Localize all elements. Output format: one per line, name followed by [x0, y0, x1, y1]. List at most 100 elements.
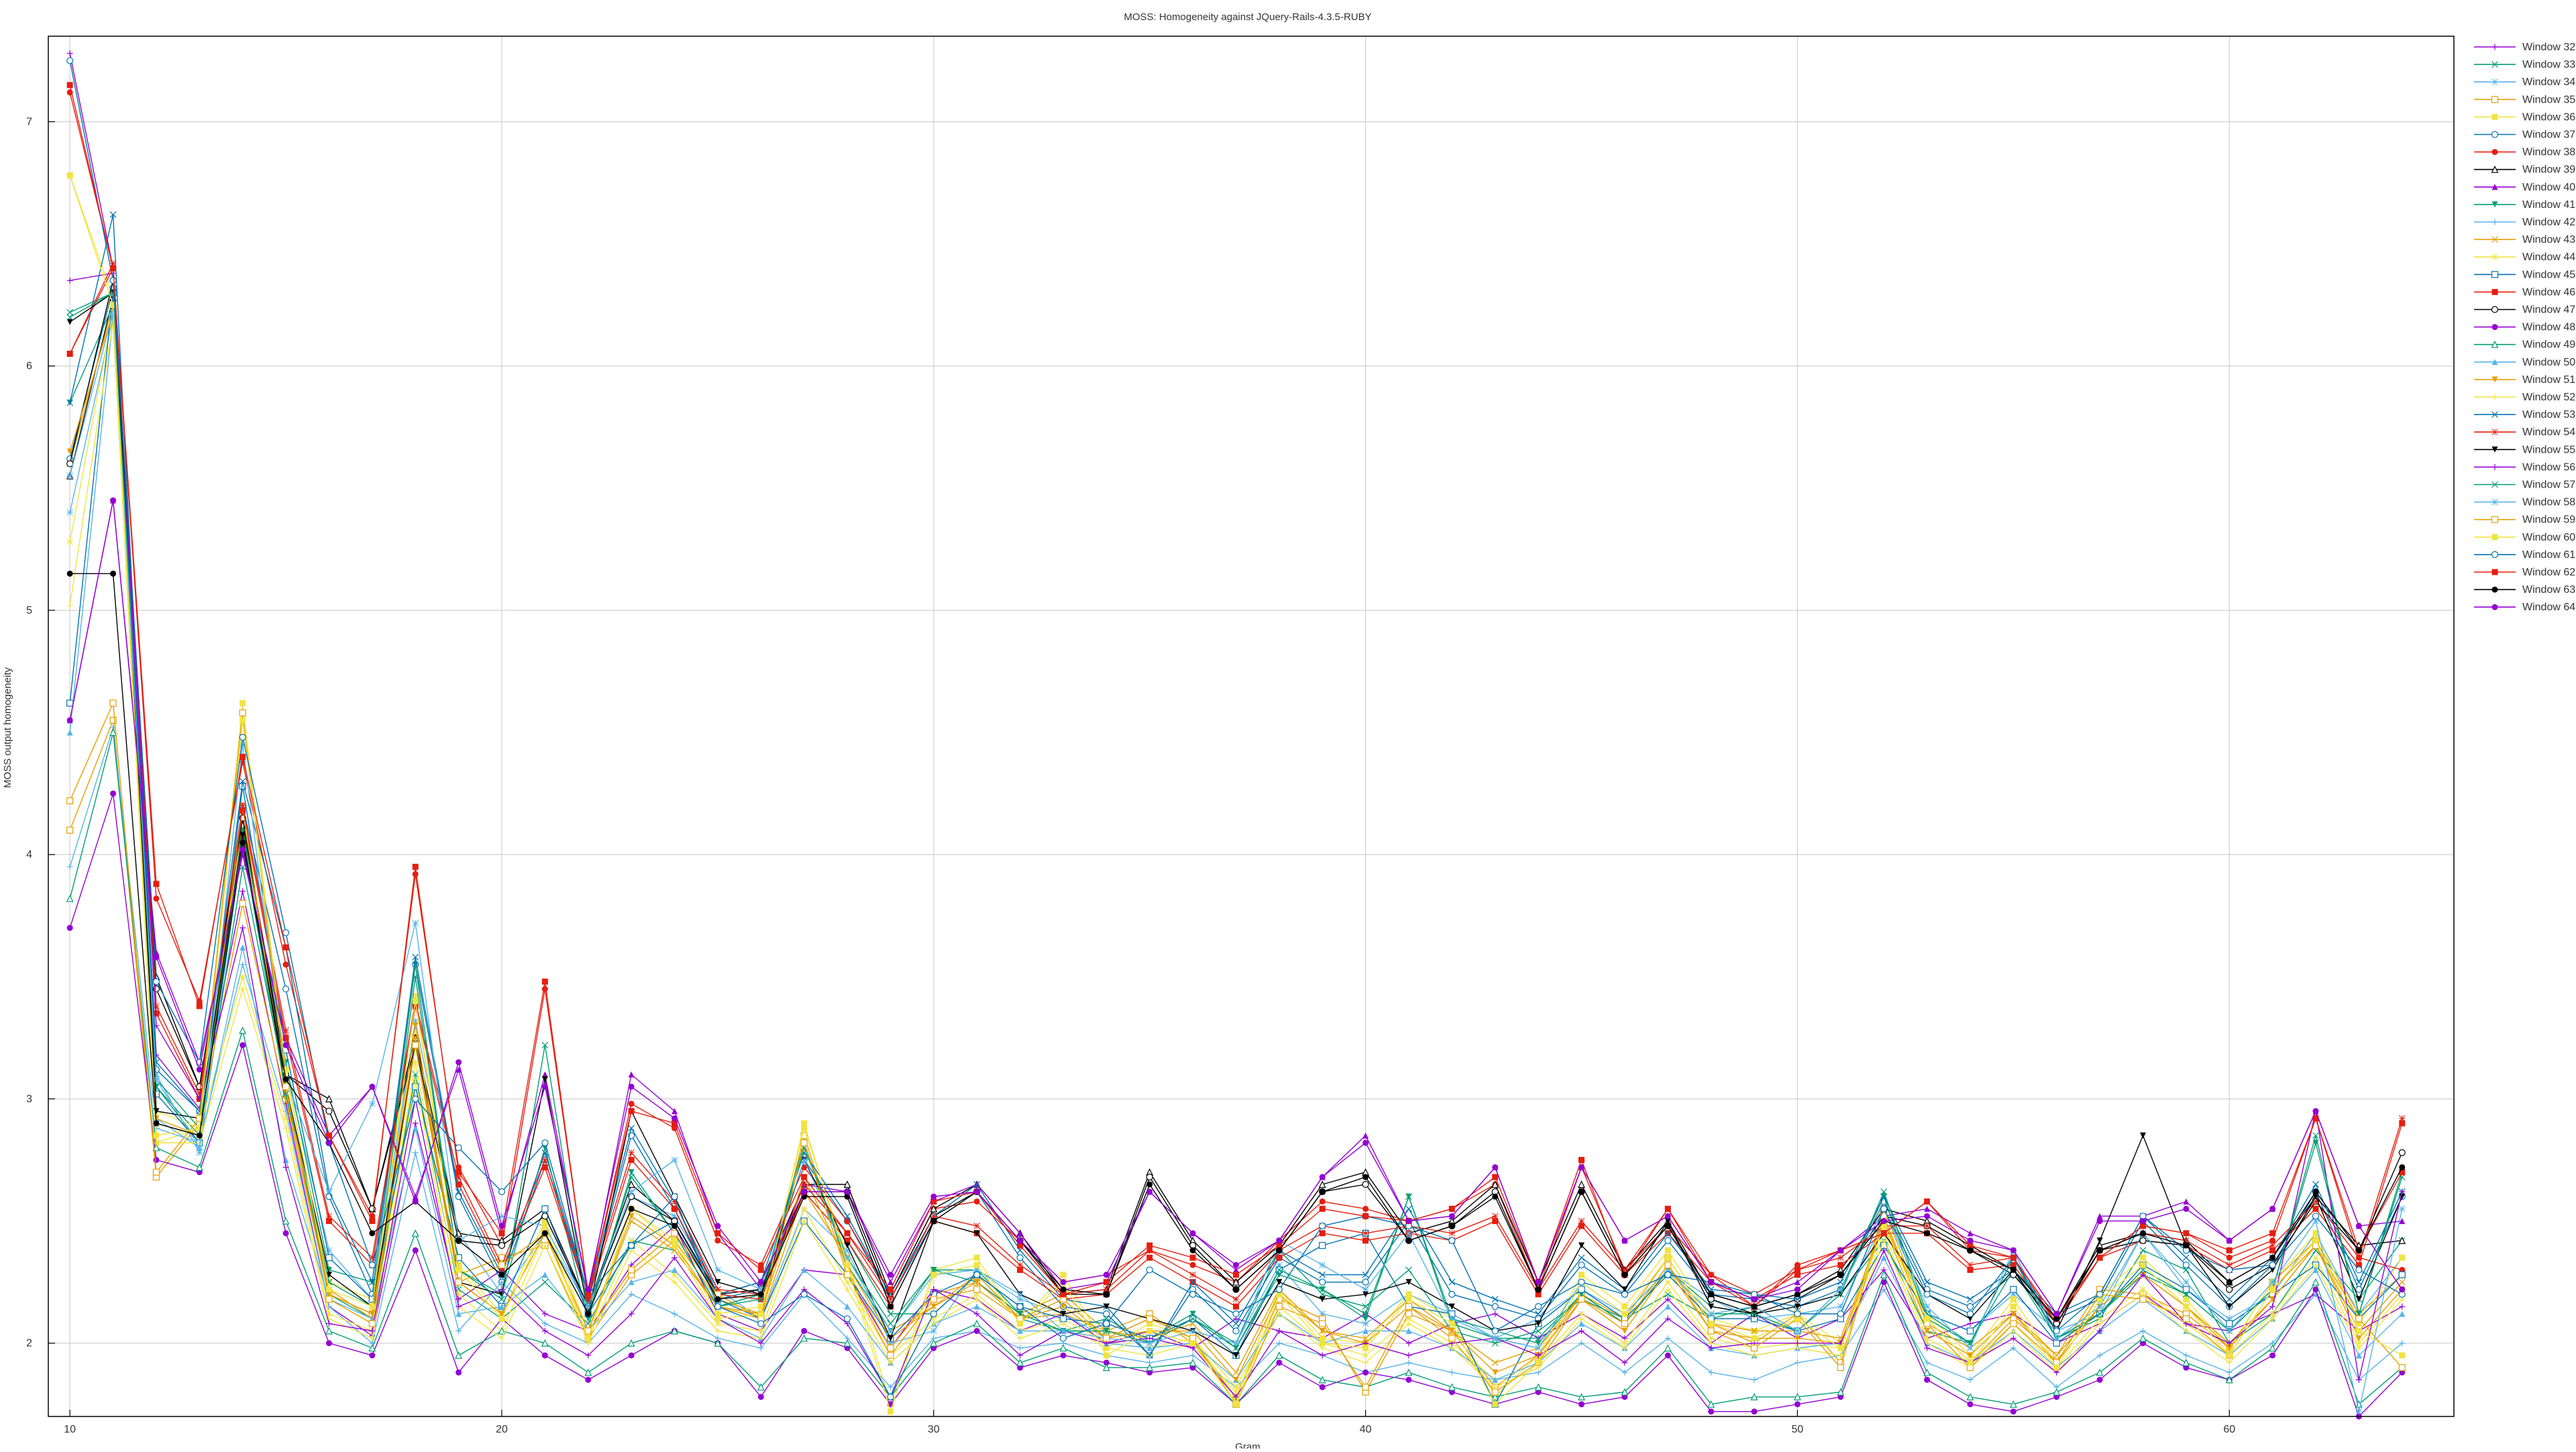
data-point: [1491, 1335, 1499, 1342]
data-point: [2226, 1315, 2233, 1323]
data-point: [2226, 1262, 2233, 1269]
data-point: [498, 1188, 506, 1195]
series-window-38: [66, 89, 2406, 1327]
data-point: [1319, 1198, 1326, 1205]
data-point: [455, 1181, 462, 1188]
data-point: [153, 954, 160, 960]
data-point: [930, 1218, 937, 1225]
data-point: [498, 1310, 505, 1317]
data-point: [455, 1144, 462, 1152]
series-line: [69, 292, 2403, 1405]
data-point: [2312, 1278, 2320, 1286]
data-point: [1060, 1303, 1067, 1310]
data-point: [2182, 1290, 2190, 1298]
data-point: [801, 1174, 808, 1180]
data-point: [973, 1303, 980, 1310]
data-point: [1448, 1335, 1456, 1342]
data-point: [844, 1218, 851, 1225]
legend-label: Window 50: [2522, 357, 2575, 368]
data-point: [1535, 1321, 1542, 1327]
data-point: [66, 313, 74, 321]
data-point: [1103, 1279, 1110, 1286]
data-point: [1232, 1352, 1239, 1359]
data-point: [1362, 1271, 1369, 1278]
data-point: [2226, 1247, 2233, 1253]
series-window-39: [66, 293, 2406, 1323]
data-point: [541, 1083, 548, 1090]
series-window-47: [66, 277, 2406, 1327]
legend-marker: [2491, 463, 2498, 470]
data-point: [412, 1042, 419, 1049]
data-point: [1016, 1254, 1024, 1262]
data-point: [1362, 1278, 1369, 1286]
data-point: [368, 1296, 376, 1303]
data-point: [498, 1266, 505, 1273]
data-point: [973, 1198, 980, 1205]
data-point: [714, 1237, 721, 1244]
data-point: [541, 1144, 548, 1151]
data-point: [1535, 1345, 1542, 1351]
data-point: [66, 309, 74, 316]
data-point: [1534, 1383, 1542, 1391]
data-point: [1016, 1359, 1024, 1366]
data-point: [2269, 1266, 2276, 1273]
data-point: [2312, 1115, 2319, 1122]
data-point: [1491, 1327, 1499, 1335]
data-point: [1794, 1286, 1801, 1293]
data-point: [1491, 1393, 1499, 1400]
data-point: [1448, 1237, 1456, 1244]
series-window-46: [66, 265, 2406, 1327]
data-point: [1189, 1254, 1196, 1261]
data-point: [109, 260, 117, 267]
data-point: [2312, 1213, 2320, 1220]
data-point: [1708, 1369, 1715, 1376]
data-point: [1837, 1272, 1844, 1278]
series-window-37: [66, 284, 2406, 1359]
data-point: [1967, 1237, 1974, 1244]
data-point: [369, 1100, 376, 1107]
data-point: [2355, 1278, 2363, 1286]
data-point: [1232, 1369, 1240, 1376]
data-point: [1319, 1278, 1326, 1286]
legend-marker: [2491, 149, 2498, 156]
data-point: [455, 1066, 462, 1073]
data-point: [714, 1223, 721, 1229]
data-point: [109, 277, 117, 284]
data-point: [628, 1125, 635, 1132]
data-point: [672, 1205, 678, 1212]
data-point: [2269, 1303, 2276, 1310]
data-point: [369, 1335, 376, 1341]
data-point: [541, 1218, 548, 1225]
data-point: [1924, 1359, 1931, 1366]
y-tick-label: 4: [26, 849, 32, 860]
data-point: [1664, 1271, 1672, 1278]
data-point: [1275, 1286, 1283, 1293]
data-point: [2139, 1218, 2146, 1225]
series-window-44: [66, 309, 2406, 1391]
data-point: [1492, 1310, 1499, 1317]
data-point: [887, 1408, 894, 1415]
data-point: [541, 1278, 549, 1286]
data-point: [368, 1320, 376, 1327]
data-point: [628, 1241, 635, 1249]
data-point: [2355, 1254, 2363, 1262]
legend-label: Window 56: [2522, 461, 2575, 473]
legend-entry: Window 33: [2474, 59, 2575, 70]
data-point: [1664, 1254, 1671, 1261]
legend-marker: [2491, 131, 2499, 138]
data-point: [153, 1120, 160, 1127]
data-point: [1319, 1174, 1326, 1180]
data-point: [369, 1254, 376, 1262]
data-point: [887, 1351, 894, 1359]
x-tick-label: 60: [2223, 1424, 2235, 1435]
data-point: [844, 1254, 851, 1262]
data-point: [2226, 1352, 2233, 1359]
data-point: [153, 1003, 160, 1009]
data-point: [1578, 1188, 1585, 1195]
data-point: [672, 1266, 678, 1273]
data-point: [1621, 1286, 1628, 1293]
data-point: [325, 1286, 332, 1293]
data-point: [1967, 1352, 1974, 1359]
data-point: [1276, 1359, 1283, 1366]
data-point: [66, 826, 74, 834]
